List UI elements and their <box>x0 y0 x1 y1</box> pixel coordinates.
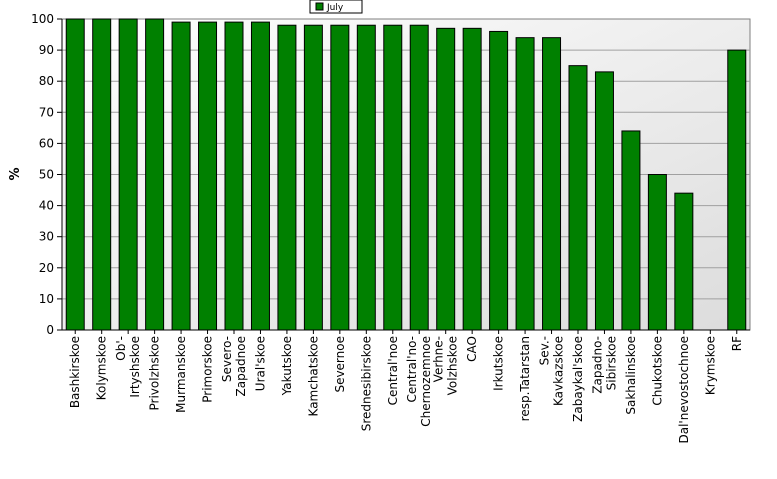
bar <box>647 174 667 331</box>
x-category-label: Central'no-Chernozemnoe <box>405 336 433 427</box>
bar <box>118 18 138 331</box>
y-axis-title: % <box>8 167 23 180</box>
x-category-label: Srednesibirskoe <box>359 336 373 431</box>
bar <box>621 130 641 331</box>
bar <box>356 24 376 331</box>
x-category-label: Zabaykal'skoe <box>571 336 585 422</box>
bar <box>145 18 165 331</box>
y-tick-label: 40 <box>39 199 54 213</box>
y-tick-label: 60 <box>39 136 54 150</box>
bar <box>277 24 297 331</box>
x-category-label: Ural'skoe <box>253 336 267 391</box>
y-tick-label: 20 <box>39 261 54 275</box>
x-category-label: Kolymskoe <box>95 336 109 400</box>
bar <box>462 27 482 331</box>
bar <box>65 18 85 331</box>
legend: July <box>309 0 363 14</box>
bar <box>674 192 694 331</box>
bars <box>65 18 747 331</box>
y-tick-label: 30 <box>39 230 54 244</box>
x-category-label: Irkutskoe <box>492 336 506 391</box>
x-category-label: Zapadno-Sibirskoe <box>590 336 618 394</box>
x-category-label: Sev.-Kavkazskoe <box>538 336 566 406</box>
bar <box>330 24 350 331</box>
x-category-label: Kamchatskoe <box>306 336 320 416</box>
bar <box>568 65 588 331</box>
y-axis-ticks: 0 10 20 30 40 50 60 70 80 90 100 <box>31 12 62 337</box>
bar <box>727 49 747 331</box>
y-tick-label: 100 <box>31 12 54 26</box>
x-category-label: Sakhalinskoe <box>624 336 638 415</box>
bar <box>489 30 509 331</box>
x-category-label: Ob'-Irtyshskoe <box>114 336 142 398</box>
x-category-label: resp.Tatarstan <box>518 336 532 421</box>
x-category-label: Yakutskoe <box>280 336 294 396</box>
legend-label: July <box>326 3 344 13</box>
x-category-label: Central'noe <box>386 336 400 405</box>
y-tick-label: 0 <box>46 323 54 337</box>
bar <box>594 71 614 331</box>
y-tick-label: 50 <box>39 168 54 182</box>
y-tick-label: 90 <box>39 43 54 57</box>
bar <box>436 27 456 331</box>
bar <box>250 21 270 331</box>
x-category-label: Primorskoe <box>201 336 215 403</box>
x-category-label: CAO <box>465 336 479 362</box>
x-category-label: Chukotskoe <box>650 336 664 406</box>
y-tick-label: 10 <box>39 292 54 306</box>
bar <box>409 24 429 331</box>
bar <box>198 21 218 331</box>
x-category-label: Severo-Zapadnoe <box>220 336 248 397</box>
x-axis-labels: Bashkirskoe Kolymskoe Ob'-Irtyshskoe Privol… <box>68 330 744 444</box>
bar <box>224 21 244 331</box>
x-category-label: RF <box>730 336 744 351</box>
bar <box>515 37 535 331</box>
y-tick-label: 70 <box>39 105 54 119</box>
bar <box>171 21 191 331</box>
bar <box>383 24 403 331</box>
x-category-label: Severnoe <box>333 336 347 393</box>
bar <box>542 37 562 331</box>
bar <box>303 24 323 331</box>
bar <box>92 18 112 331</box>
y-tick-label: 80 <box>39 74 54 88</box>
x-category-label: Verhne-Volzhskoe <box>432 336 460 395</box>
x-category-label: Dal'nevostochnoe <box>677 336 691 444</box>
x-category-label: Privolzhskoe <box>148 336 162 410</box>
x-category-label: Krymskoe <box>703 336 717 395</box>
x-category-label: Bashkirskoe <box>68 336 82 408</box>
legend-swatch <box>315 2 324 11</box>
x-category-label: Murmanskoe <box>174 336 188 413</box>
